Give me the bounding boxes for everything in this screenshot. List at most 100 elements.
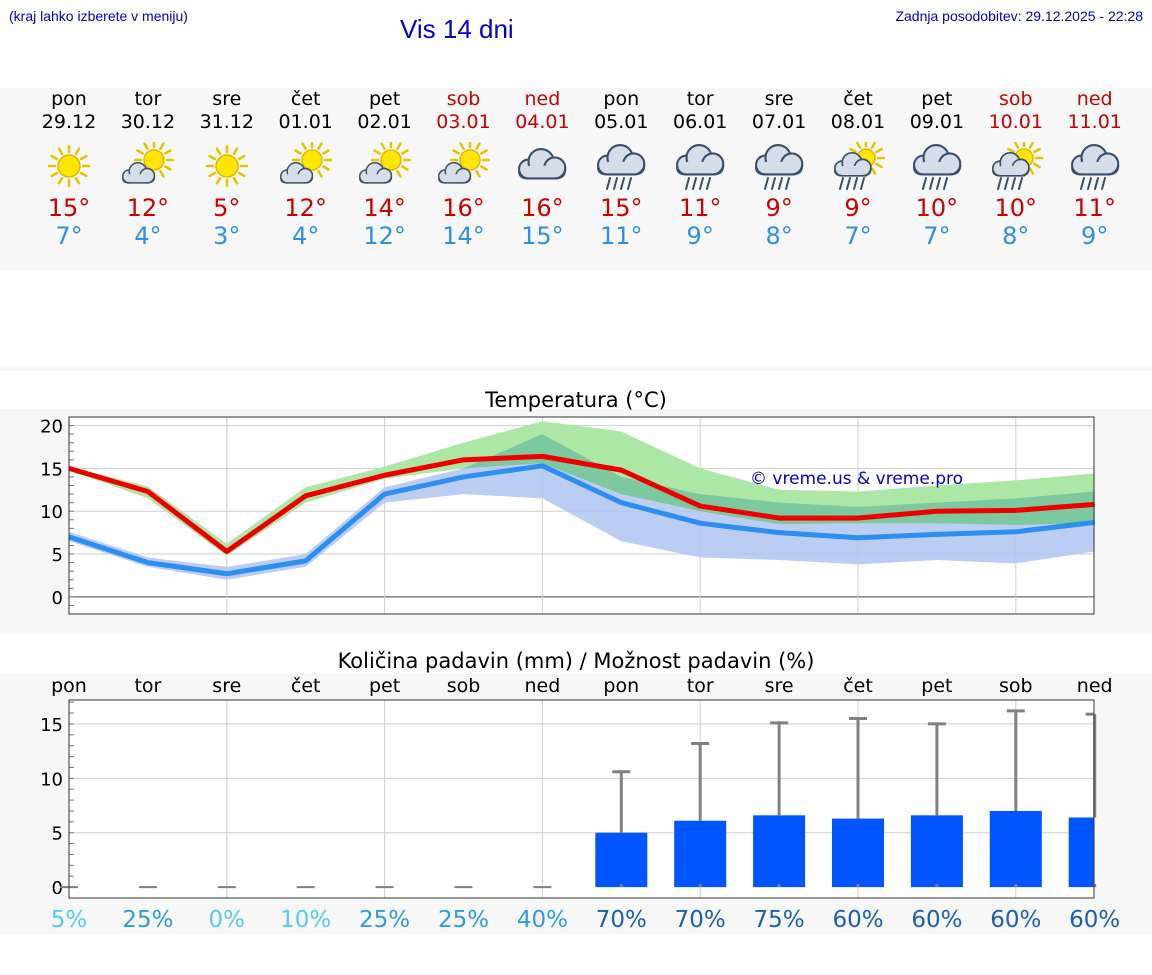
day-date: 05.01 (594, 111, 649, 133)
day-date: 02.01 (357, 111, 412, 133)
day-name: sob (446, 88, 481, 110)
y-tick-label: 0 (52, 588, 63, 609)
day-date: 30.12 (120, 111, 176, 133)
precip-probability: 5% (51, 907, 88, 933)
day-date: 08.01 (830, 111, 886, 133)
y-tick-label: 15 (40, 459, 63, 480)
temp-min: 9° (686, 222, 714, 250)
x-category-label: čet (291, 675, 321, 697)
temp-max: 12° (126, 194, 170, 222)
day-name: ned (1076, 88, 1113, 110)
day-name: tor (134, 88, 162, 110)
last-update: Zadnja posodobitev: 29.12.2025 - 22:28 (895, 8, 1143, 24)
sun-icon (47, 144, 91, 188)
temp-min: 8° (1002, 222, 1030, 250)
precipitation-chart-title: Količina padavin (mm) / Možnost padavin … (337, 649, 815, 673)
precip-probability: 70% (675, 907, 726, 933)
x-category-label: pon (603, 675, 639, 697)
precip-bar (910, 815, 963, 888)
day-date: 11.01 (1067, 111, 1122, 133)
forecast-band (0, 88, 1152, 270)
day-name: sre (212, 88, 242, 110)
rain-cloud-icon (1070, 144, 1119, 190)
temp-max: 16° (442, 194, 485, 222)
day-date: 10.01 (988, 111, 1043, 133)
x-category-label: pet (369, 675, 400, 697)
x-category-label: pet (921, 675, 952, 697)
day-column: ned 11.01 11° 9° (1059, 88, 1131, 250)
temp-max: 9° (765, 194, 793, 222)
sun-cloud-icon (279, 142, 332, 184)
sun-cloud-icon (121, 142, 175, 184)
temp-max: 11° (1073, 194, 1116, 222)
day-date: 29.12 (41, 111, 97, 133)
day-name: tor (686, 88, 714, 110)
y-tick-label: 0 (52, 878, 63, 899)
day-column: sre 07.01 9° 8° (743, 88, 815, 250)
temp-min: 9° (1081, 222, 1109, 250)
day-name: čet (843, 88, 873, 110)
day-date: 04.01 (515, 111, 570, 133)
temp-max: 14° (363, 194, 406, 222)
temp-min: 14° (442, 222, 485, 250)
x-category-label: pon (51, 675, 87, 697)
y-tick-label: 10 (40, 502, 63, 523)
precipitation-chart: pon tor sre čet pet sob ned pon tor sre čet pet sob n… (40, 675, 1120, 933)
separator-band (0, 366, 1152, 371)
max-temp-line (68, 453, 1095, 554)
temp-max: 10° (915, 194, 959, 222)
day-date: 07.01 (751, 111, 807, 133)
y-tick-label: 15 (40, 715, 63, 736)
sun-cloud-icon (358, 142, 411, 184)
temp-min: 8° (765, 222, 793, 250)
temp-min: 12° (363, 222, 406, 250)
temp-max: 15° (47, 194, 91, 222)
x-category-label: tor (134, 675, 161, 697)
temp-min: 3° (213, 222, 241, 250)
x-category-label: sob (447, 675, 481, 697)
location-hint[interactable]: (kraj lahko izberete v meniju) (9, 8, 188, 24)
x-category-label: sre (212, 675, 241, 697)
precip-probability: 60% (832, 907, 883, 933)
temperature-chart: 0 5 10 15 20 © vreme.us & vreme.pro (40, 416, 1095, 615)
day-name: sob (999, 88, 1033, 110)
plot-frame (68, 416, 1095, 615)
x-category-label: ned (1077, 675, 1113, 697)
day-name: čet (290, 88, 321, 110)
sun-icon (205, 144, 249, 188)
y-tick-label: 20 (40, 417, 63, 438)
precip-probability: 40% (517, 907, 568, 933)
sun-cloud-icon (437, 142, 490, 184)
precip-probability: 25% (438, 907, 489, 933)
temp-max: 9° (844, 194, 872, 222)
precip-probability: 60% (911, 907, 962, 933)
day-date: 01.01 (278, 111, 333, 133)
precip-probability: 0% (209, 907, 246, 933)
sun-rain-icon (991, 142, 1044, 190)
precip-probability: 60% (1069, 907, 1120, 933)
temp-max: 16° (521, 194, 564, 222)
temp-min: 11° (600, 222, 643, 250)
precip-bar (595, 832, 648, 888)
day-name: ned (524, 88, 561, 110)
day-column: sre 31.12 5° 3° (191, 88, 263, 250)
day-name: pet (921, 88, 953, 110)
day-column: tor 30.12 12° 4° (112, 88, 184, 250)
day-name: pon (603, 88, 640, 110)
day-name: pon (51, 88, 87, 110)
temp-min: 15° (521, 222, 564, 250)
x-category-label: čet (843, 675, 873, 697)
rain-cloud-icon (676, 144, 725, 190)
day-column: sob 10.01 10° 8° (980, 88, 1052, 250)
day-name: pet (368, 88, 401, 110)
precip-bar (753, 815, 806, 888)
y-tick-label: 5 (52, 824, 63, 845)
daily-forecast: pon 29.12 15° 7° tor 30.12 12° 4° sre 31.12 5° 3° če… (0, 88, 1152, 270)
precip-bar (989, 810, 1042, 888)
precip-probability: 10% (280, 907, 331, 933)
day-column: pet 02.01 14° 12° (349, 88, 421, 250)
temp-max: 12° (284, 194, 327, 222)
day-column: ned 04.01 16° 15° (506, 88, 578, 250)
page-title: Vis 14 dni (400, 14, 514, 44)
rain-cloud-icon (912, 144, 962, 190)
